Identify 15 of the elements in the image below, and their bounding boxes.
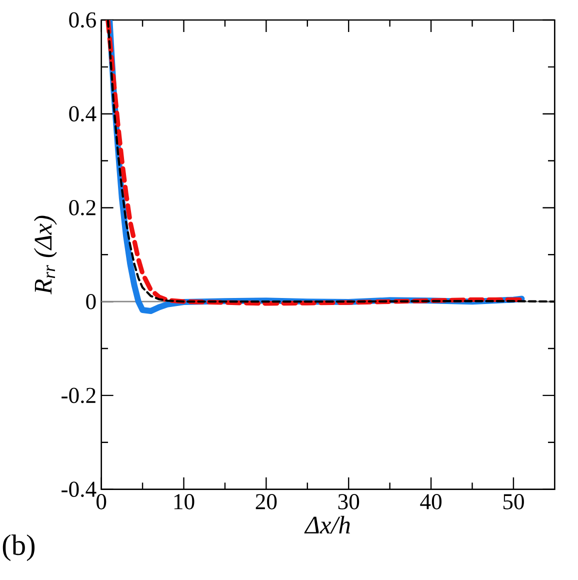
y-tick-label: 0.4: [69, 106, 96, 122]
y-tick-label: 0.2: [69, 200, 96, 216]
text: (b): [2, 534, 35, 562]
x-axis-title: Δx/h: [304, 516, 350, 534]
x-tick-label: 0: [96, 494, 106, 510]
y-tick-label: 0: [86, 294, 96, 310]
x-tick-label: 20: [256, 494, 277, 510]
y-tick-label: 0.6: [69, 12, 96, 28]
x-tick-label: 50: [503, 494, 524, 510]
x-tick-label: 40: [420, 494, 442, 510]
y-axis-title: R$_{rr}$ (Δx): [34, 216, 57, 294]
x-tick-label: 30: [338, 494, 360, 510]
x-tick-label: 10: [174, 494, 194, 510]
y-tick-label: -0.4: [62, 482, 96, 498]
y-tick-label: -0.2: [62, 388, 96, 404]
